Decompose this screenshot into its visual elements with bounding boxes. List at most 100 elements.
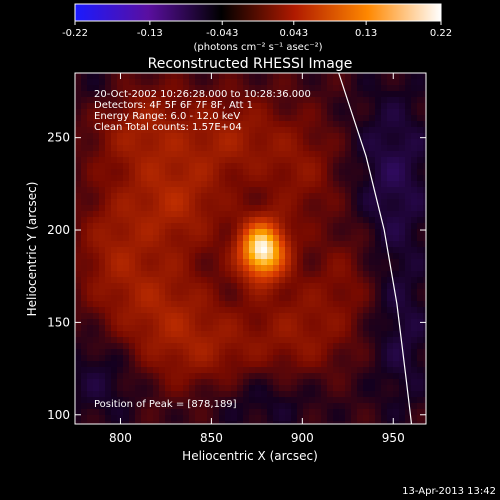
heatmap-cell	[327, 415, 334, 422]
heatmap-cell	[393, 367, 400, 374]
heatmap-cell	[405, 97, 412, 104]
heatmap-cell	[369, 151, 376, 158]
heatmap-cell	[129, 73, 136, 80]
heatmap-cell	[417, 163, 424, 170]
heatmap-cell	[279, 421, 286, 424]
heatmap-cell	[171, 91, 178, 98]
heatmap-cell	[279, 163, 286, 170]
heatmap-cell	[303, 265, 310, 272]
heatmap-cell	[213, 271, 220, 278]
heatmap-cell	[183, 295, 190, 302]
heatmap-cell	[111, 97, 118, 104]
heatmap-cell	[117, 337, 124, 344]
heatmap-cell	[219, 373, 226, 380]
heatmap-cell	[387, 313, 394, 320]
heatmap-cell	[309, 277, 316, 284]
heatmap-cell	[411, 271, 418, 278]
heatmap-cell	[183, 109, 190, 116]
heatmap-cell	[213, 361, 220, 368]
heatmap-cell	[267, 175, 274, 182]
heatmap-cell	[363, 367, 370, 374]
heatmap-cell	[237, 145, 244, 152]
heatmap-cell	[321, 265, 328, 272]
heatmap-cell	[369, 265, 376, 272]
heatmap-cell	[387, 163, 394, 170]
heatmap-cell	[159, 121, 166, 128]
heatmap-cell	[261, 373, 268, 380]
heatmap-cell	[87, 115, 94, 122]
heatmap-cell	[81, 259, 88, 266]
heatmap-cell	[87, 271, 94, 278]
heatmap-cell	[321, 259, 328, 266]
heatmap-cell	[153, 91, 160, 98]
heatmap-cell	[219, 163, 226, 170]
heatmap-cell	[375, 265, 382, 272]
heatmap-cell	[129, 97, 136, 104]
heatmap-cell	[381, 259, 388, 266]
heatmap-cell	[201, 229, 208, 236]
heatmap-cell	[201, 115, 208, 122]
heatmap-cell	[81, 163, 88, 170]
heatmap-cell	[195, 229, 202, 236]
heatmap-cell	[159, 397, 166, 404]
heatmap-cell	[279, 247, 286, 254]
heatmap-cell	[261, 187, 268, 194]
heatmap-cell	[345, 91, 352, 98]
heatmap-cell	[351, 217, 358, 224]
heatmap-cell	[333, 307, 340, 314]
heatmap-cell	[135, 235, 142, 242]
heatmap-cell	[423, 325, 426, 332]
heatmap-cell	[279, 97, 286, 104]
heatmap-cell	[207, 367, 214, 374]
heatmap-cell	[333, 289, 340, 296]
heatmap-cell	[273, 373, 280, 380]
heatmap-cell	[129, 79, 136, 86]
heatmap-cell	[327, 367, 334, 374]
heatmap-cell	[423, 145, 426, 152]
heatmap-cell	[93, 409, 100, 416]
heatmap-cell	[267, 325, 274, 332]
heatmap-cell	[255, 421, 262, 424]
heatmap-cell	[201, 385, 208, 392]
heatmap-cell	[399, 409, 406, 416]
heatmap-cell	[117, 205, 124, 212]
heatmap-cell	[93, 205, 100, 212]
heatmap-cell	[207, 295, 214, 302]
heatmap-cell	[99, 109, 106, 116]
heatmap-cell	[219, 151, 226, 158]
heatmap-cell	[357, 109, 364, 116]
heatmap-cell	[189, 241, 196, 248]
heatmap-cell	[201, 103, 208, 110]
heatmap-cell	[111, 235, 118, 242]
heatmap-cell	[417, 229, 424, 236]
heatmap-cell	[423, 115, 426, 122]
heatmap-cell	[147, 349, 154, 356]
heatmap-cell	[93, 253, 100, 260]
heatmap-cell	[171, 415, 178, 422]
heatmap-cell	[297, 235, 304, 242]
heatmap-cell	[417, 367, 424, 374]
heatmap-cell	[321, 163, 328, 170]
heatmap-cell	[87, 157, 94, 164]
heatmap-cell	[309, 241, 316, 248]
heatmap-cell	[189, 97, 196, 104]
heatmap-cell	[123, 403, 130, 410]
heatmap-cell	[393, 259, 400, 266]
heatmap-cell	[81, 139, 88, 146]
heatmap-cell	[375, 307, 382, 314]
heatmap-cell	[225, 97, 232, 104]
heatmap-cell	[243, 103, 250, 110]
heatmap-cell	[153, 223, 160, 230]
heatmap-cell	[123, 133, 130, 140]
heatmap-cell	[369, 109, 376, 116]
heatmap-cell	[201, 133, 208, 140]
heatmap-cell	[333, 139, 340, 146]
heatmap-cell	[183, 85, 190, 92]
heatmap-cell	[129, 211, 136, 218]
heatmap-cell	[339, 277, 346, 284]
heatmap-cell	[99, 271, 106, 278]
heatmap-cell	[129, 187, 136, 194]
heatmap-cell	[375, 283, 382, 290]
heatmap-cell	[345, 265, 352, 272]
heatmap-cell	[267, 145, 274, 152]
